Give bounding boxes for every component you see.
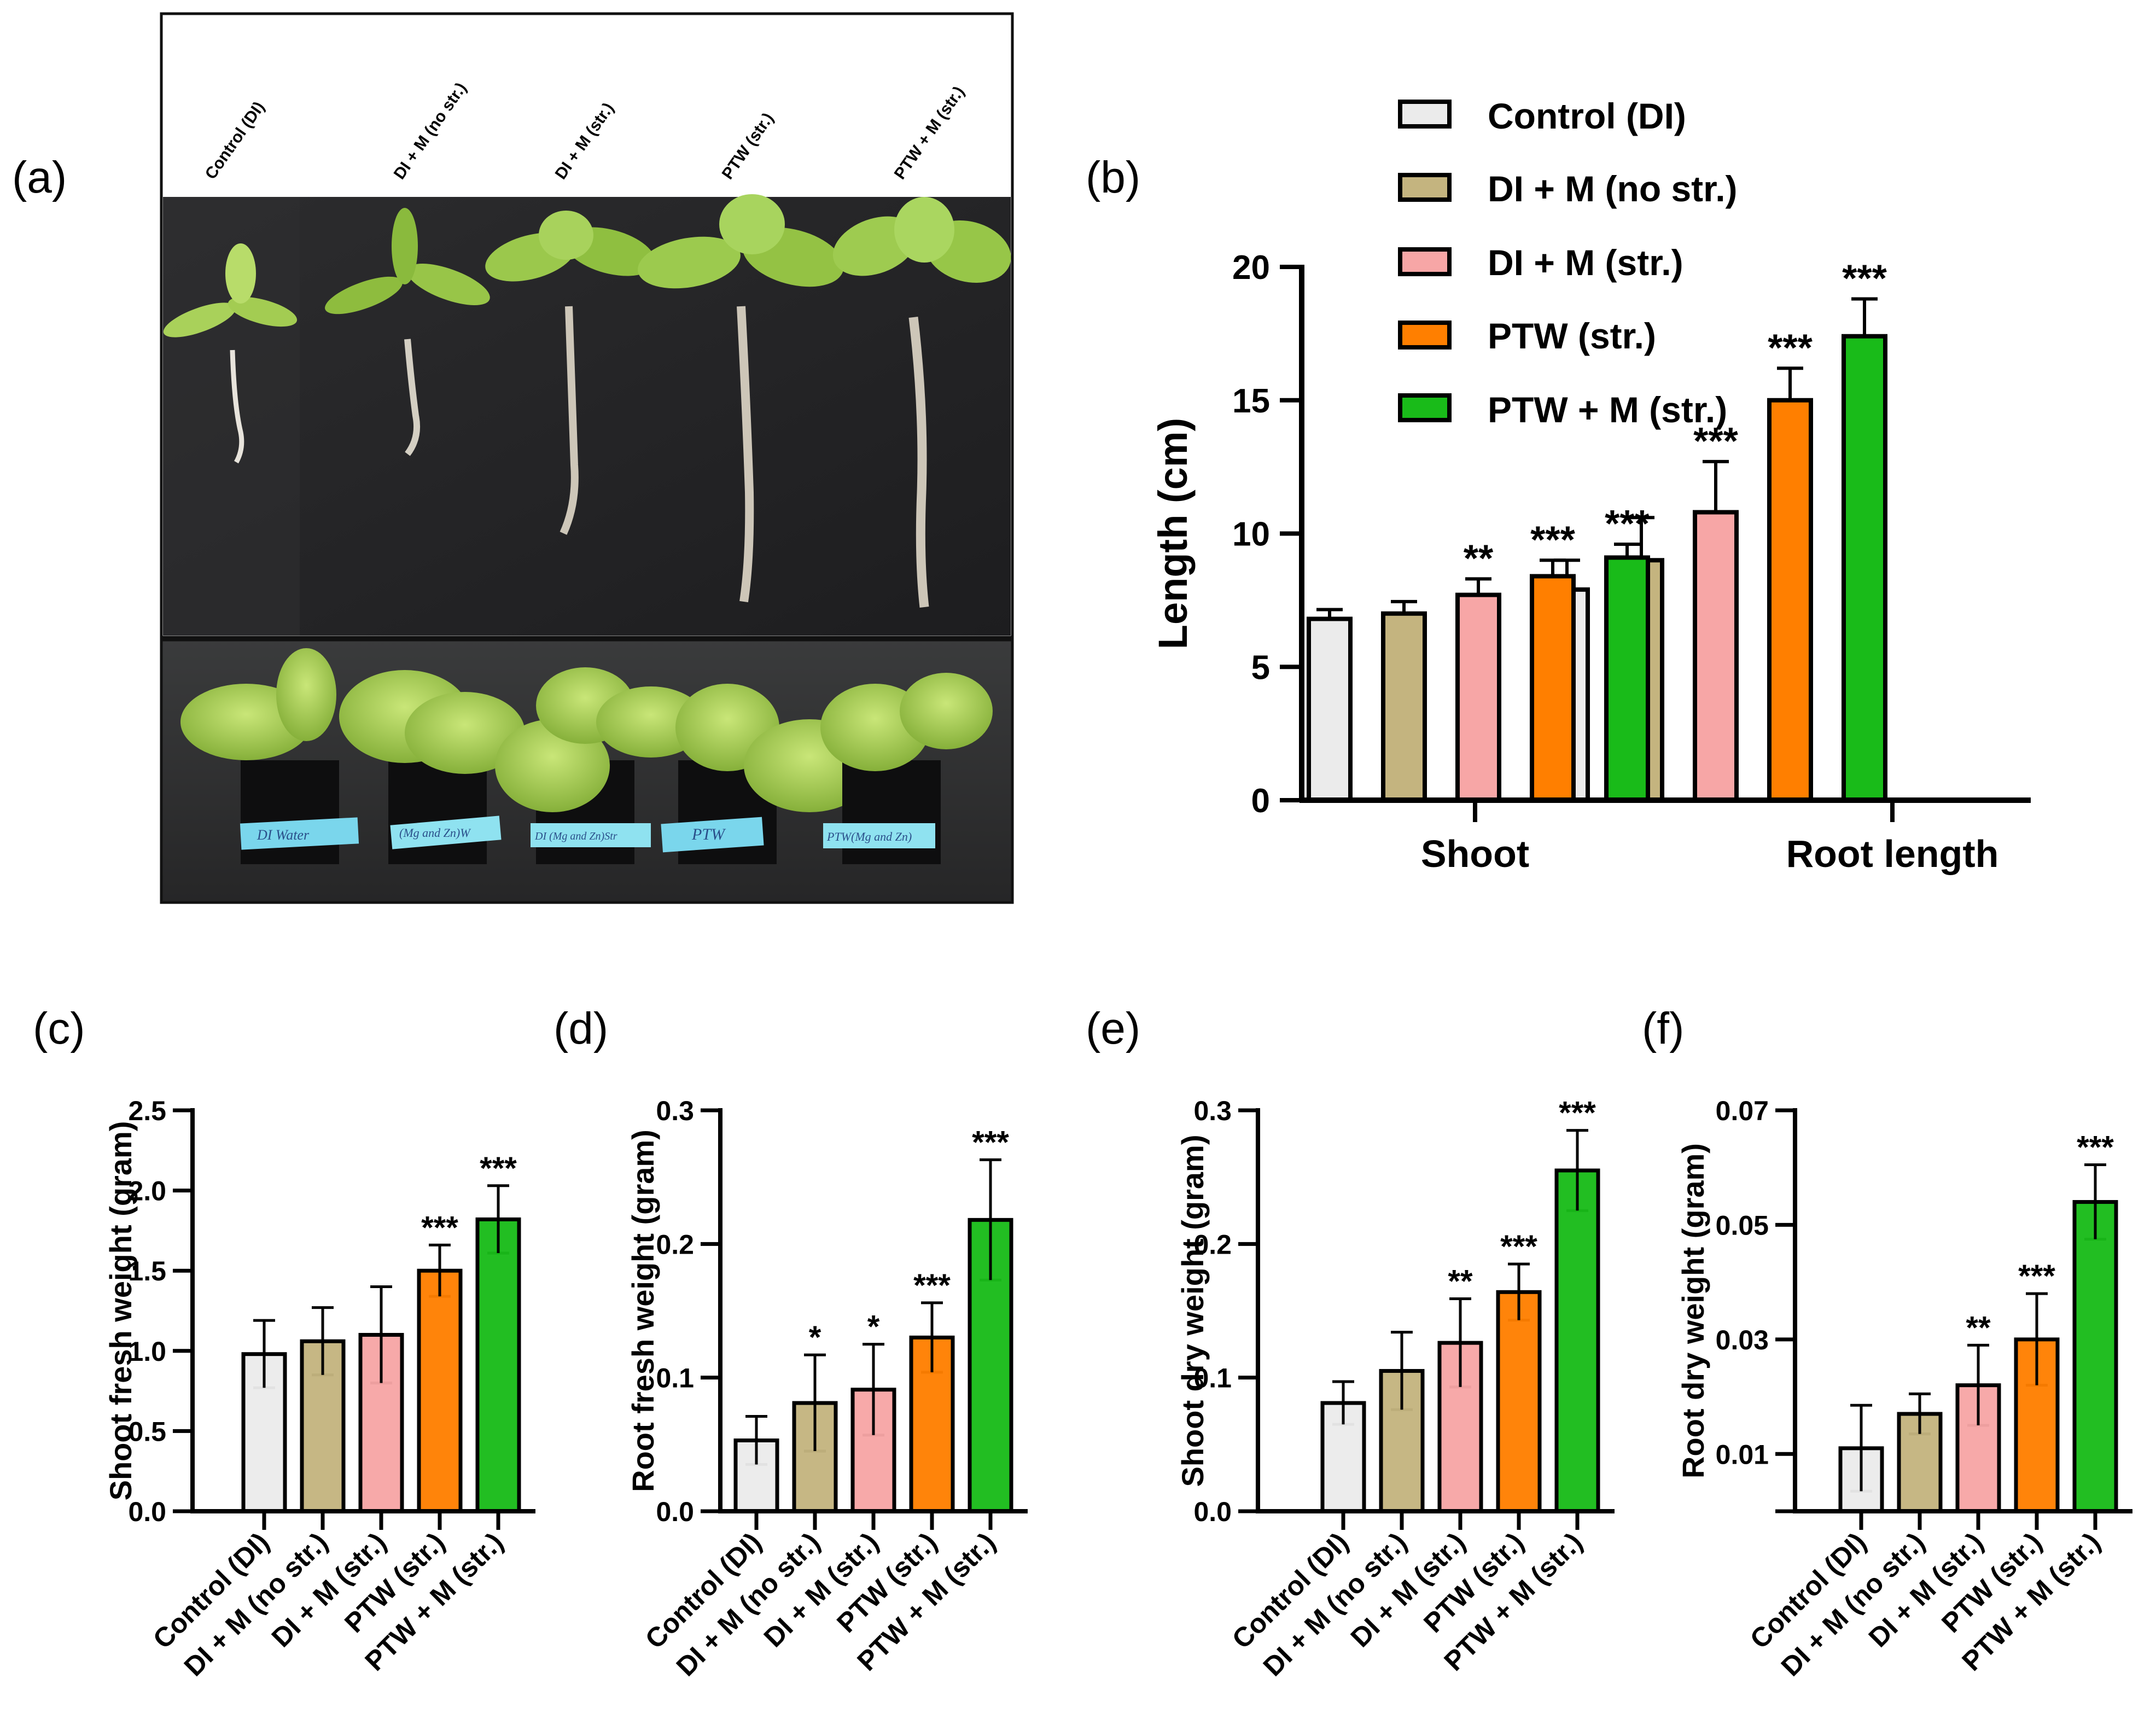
panel-label: (f) <box>1642 1004 1684 1053</box>
bar-ptw-m-str <box>2072 1200 2118 1513</box>
y-tick-label: 0.01 <box>1716 1439 1769 1470</box>
chart-e: (e)Control (DI)DI + M (no str.)**DI + M … <box>1086 1004 1615 1682</box>
sig-di-m-str: ** <box>1448 1264 1473 1300</box>
sig-ptw-m-str: *** <box>2077 1129 2114 1165</box>
y-axis-title: Shoot fresh weight (gram) <box>103 1121 138 1501</box>
bar-control-di-shoot <box>1307 616 1353 802</box>
y-tick-label: 10 <box>1232 516 1270 554</box>
pot-control <box>180 648 339 864</box>
sig-di-m-str-shoot: ** <box>1464 537 1494 579</box>
y-tick-label: 0.05 <box>1716 1210 1769 1241</box>
y-tick-label: 20 <box>1232 249 1270 287</box>
y-axis-title: Shoot dry weight (gram) <box>1175 1135 1210 1487</box>
x-category-label-root-length: Root length <box>1786 832 1999 875</box>
pot-tag-control: DI Water <box>257 827 310 843</box>
y-tick-label: 1.5 <box>128 1256 166 1286</box>
sig-ptw-m-str: *** <box>1559 1096 1596 1131</box>
chart-c: (c)Control (DI)DI + M (no str.)DI + M (s… <box>33 1004 535 1682</box>
sig-di-m-no-str: * <box>809 1320 821 1355</box>
legend-label-ptw-m-str: PTW + M (str.) <box>1488 389 1727 430</box>
y-tick-label: 5 <box>1251 649 1270 686</box>
y-tick-label: 0.3 <box>656 1096 694 1126</box>
y-tick-label: 0.1 <box>1193 1363 1232 1394</box>
potted-plants <box>180 648 993 864</box>
y-tick-label: 0.2 <box>656 1229 694 1260</box>
sig-di-m-str-root-length: *** <box>1693 420 1738 462</box>
sig-ptw-str: *** <box>1500 1229 1537 1265</box>
pot-tag-dim-no-str: (Mg and Zn)W <box>399 826 471 840</box>
y-tick-label: 0.5 <box>128 1416 166 1447</box>
y-tick-label: 0.03 <box>1716 1325 1769 1355</box>
sig-ptw-m-str: *** <box>480 1151 517 1186</box>
sig-ptw-str: *** <box>2018 1259 2055 1294</box>
legend-label-control: Control (DI) <box>1488 96 1686 136</box>
sig-ptw-m-str: *** <box>972 1125 1009 1160</box>
sig-ptw-str-shoot: *** <box>1530 518 1575 561</box>
bar-ptw-str <box>417 1268 463 1513</box>
y-tick-label: 0.3 <box>1193 1096 1232 1126</box>
sig-ptw-str: *** <box>913 1268 951 1303</box>
chart-f: (f)Control (DI)DI + M (no str.)**DI + M … <box>1642 1004 2132 1682</box>
chart-d: (d)Control (DI)*DI + M (no str.)*DI + M … <box>553 1004 1028 1682</box>
pot-tag-ptw-m: PTW(Mg and Zn) <box>826 830 912 843</box>
panel-label: (c) <box>33 1004 85 1053</box>
seedling-dim-no-str <box>325 208 490 456</box>
y-tick-label: 0.1 <box>656 1363 694 1394</box>
bar-di-m-str-shoot <box>1455 592 1501 802</box>
legend-label-ptw-str: PTW (str.) <box>1488 316 1656 356</box>
y-axis-title: Root dry weight (gram) <box>1676 1143 1710 1478</box>
bar-ptw-str-root-length <box>1767 398 1813 802</box>
legend-label-dim-no-str: DI + M (no str.) <box>1488 168 1738 209</box>
y-tick-label: 1.0 <box>128 1336 166 1367</box>
bar-ptw-str-shoot <box>1530 574 1576 802</box>
x-category-label-shoot: Shoot <box>1421 832 1529 875</box>
legend-swatch-ptw-m-str <box>1398 393 1452 422</box>
y-tick-label: 0.07 <box>1716 1096 1769 1126</box>
sig-di-m-str: ** <box>1966 1310 1991 1346</box>
panel-a-top-photo <box>160 12 1014 639</box>
sig-ptw-str-root-length: *** <box>1768 326 1813 369</box>
bar-ptw-str <box>1496 1290 1542 1513</box>
panel-b-label: (b) <box>1086 153 1140 202</box>
sig-ptw-m-str-root-length: *** <box>1842 257 1887 300</box>
pot-tags: DI Water (Mg and Zn)W DI (Mg and Zn)Str … <box>240 816 935 853</box>
y-tick-label: 0.0 <box>1193 1496 1232 1527</box>
seedling-ptw-str <box>638 194 844 603</box>
sig-di-m-str: * <box>867 1309 880 1345</box>
bar-di-m-str-root-length <box>1693 510 1739 802</box>
legend-label-dim-str: DI + M (str.) <box>1488 242 1683 283</box>
legend-swatch-dim-no-str <box>1398 173 1452 202</box>
y-axis-title: Length (cm) <box>1150 418 1196 649</box>
pot-tag-dim-str: DI (Mg and Zn)Str <box>534 830 617 842</box>
y-tick-label: 0.0 <box>128 1496 166 1527</box>
seedling-control <box>163 243 298 464</box>
y-tick-label: 2.0 <box>128 1176 166 1207</box>
legend-swatch-control <box>1398 100 1452 129</box>
y-axis-title: Root fresh weight (gram) <box>626 1129 660 1492</box>
legend-swatch-ptw-str <box>1398 321 1452 350</box>
panel-label: (d) <box>553 1004 608 1053</box>
sig-ptw-m-str-shoot: *** <box>1605 502 1650 545</box>
panel-a-label: (a) <box>12 153 67 202</box>
sig-ptw-str: *** <box>421 1210 458 1245</box>
y-tick-label: 0.0 <box>656 1496 694 1527</box>
legend-swatch-dim-str <box>1398 247 1452 276</box>
legend: Control (DI) DI + M (no str.) DI + M (st… <box>1398 96 1738 430</box>
y-tick-label: 2.5 <box>128 1096 166 1126</box>
bar-di-m-no-str-shoot <box>1381 611 1427 802</box>
bar-ptw-m-str-root-length <box>1842 334 1887 802</box>
y-tick-label: 0 <box>1251 782 1270 820</box>
seedling-ptw-m-str <box>832 197 1011 608</box>
bar-ptw-m-str-shoot <box>1604 555 1650 802</box>
y-tick-label: 0.2 <box>1193 1229 1232 1260</box>
y-tick-label: 15 <box>1232 382 1270 420</box>
bar-ptw-m-str <box>1554 1168 1600 1513</box>
pot-tag-ptw: PTW <box>691 825 726 843</box>
seedling-dim-str <box>485 211 655 535</box>
bar-ptw-m-str <box>475 1217 521 1513</box>
panel-label: (e) <box>1086 1004 1140 1053</box>
